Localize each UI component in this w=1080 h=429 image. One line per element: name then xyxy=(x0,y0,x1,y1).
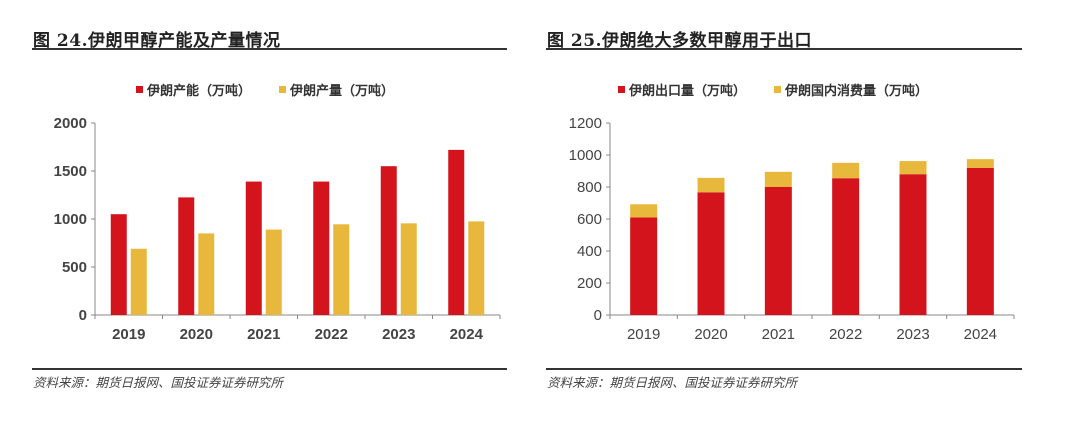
legend-swatch-red xyxy=(136,86,143,93)
x-tick-label: 2024 xyxy=(450,326,484,343)
x-tick-label: 2019 xyxy=(112,326,145,343)
y-tick-label: 1000 xyxy=(54,211,87,228)
legend-label: 伊朗产能（万吨） xyxy=(147,84,252,99)
x-tick-label: 2024 xyxy=(964,326,997,343)
bar-domestic xyxy=(630,204,658,218)
bar-capacity xyxy=(448,149,465,315)
x-tick-label: 2023 xyxy=(896,326,929,343)
x-tick-label: 2021 xyxy=(762,326,795,343)
y-tick-label: 200 xyxy=(577,275,602,292)
legend-label: 伊朗国内消费量（万吨） xyxy=(785,84,929,99)
y-tick-label: 0 xyxy=(79,307,87,324)
figure-24-legend: 伊朗产能（万吨） 伊朗产量（万吨） xyxy=(136,80,394,99)
source-note: 资料来源：期货日报网、国投证券证券研究所 xyxy=(33,375,284,390)
source-note: 资料来源：期货日报网、国投证券证券研究所 xyxy=(547,375,798,390)
y-tick-label: 1000 xyxy=(569,147,602,164)
bar-capacity xyxy=(245,181,262,315)
bar-production xyxy=(130,248,147,315)
legend-item-capacity: 伊朗产能（万吨） xyxy=(136,80,251,99)
legend-item-domestic: 伊朗国内消费量（万吨） xyxy=(774,80,928,99)
figure-25-title: 图 25.伊朗绝大多数甲醇用于出口 xyxy=(547,31,812,51)
bar-capacity xyxy=(313,181,330,315)
y-tick-label: 800 xyxy=(577,179,602,196)
bar-domestic xyxy=(764,171,792,187)
bar-capacity xyxy=(178,197,195,315)
y-tick-label: 400 xyxy=(577,243,602,260)
bar-export xyxy=(764,187,792,315)
figure-24-chart: 0 500 1000 1500 2000 2019 2020 2021 2022 2023 2024 xyxy=(54,115,501,343)
legend-label: 伊朗产量（万吨） xyxy=(290,84,395,99)
bar-production xyxy=(198,233,215,315)
x-tick-label: 2022 xyxy=(315,326,348,343)
figure-24-panel: 图 24.伊朗甲醇产能及产量情况 伊朗产能（万吨） 伊朗产量（万吨） 0 500 1… xyxy=(32,31,507,390)
bar-export xyxy=(832,178,860,315)
y-tick-label: 2000 xyxy=(54,115,87,132)
y-tick-label: 1500 xyxy=(54,163,87,180)
bar-capacity xyxy=(380,166,397,315)
figure-25-legend: 伊朗出口量（万吨） 伊朗国内消费量（万吨） xyxy=(618,80,928,99)
bar-export xyxy=(697,192,725,315)
figure-25-chart: 0 200 400 600 800 1000 1200 2019 2020 2021 2022 202… xyxy=(569,115,1015,343)
legend-item-production: 伊朗产量（万吨） xyxy=(279,80,394,99)
bar-export xyxy=(899,174,927,315)
bar-production xyxy=(265,229,282,315)
bar-domestic xyxy=(899,161,927,175)
legend-item-export: 伊朗出口量（万吨） xyxy=(618,80,746,99)
bar-domestic xyxy=(697,177,725,193)
bar-production xyxy=(468,221,485,315)
y-tick-label: 1200 xyxy=(569,115,602,132)
x-tick-label: 2021 xyxy=(247,326,280,343)
source-rule xyxy=(546,368,1022,370)
figure-24-title: 图 24.伊朗甲醇产能及产量情况 xyxy=(33,31,281,51)
bar-export xyxy=(630,217,658,315)
legend-label: 伊朗出口量（万吨） xyxy=(629,84,747,99)
x-tick-label: 2022 xyxy=(829,326,862,343)
legend-swatch-gold xyxy=(279,86,287,93)
legend-swatch-gold xyxy=(774,86,782,93)
x-tick-label: 2020 xyxy=(180,326,213,343)
y-tick-label: 600 xyxy=(577,211,602,228)
title-rule xyxy=(32,48,507,50)
x-tick-label: 2019 xyxy=(627,326,660,343)
bar-production xyxy=(333,224,350,315)
bar-domestic xyxy=(832,162,860,179)
bar-export xyxy=(966,167,994,315)
y-tick-label: 500 xyxy=(62,259,87,276)
bar-production xyxy=(400,223,417,315)
title-rule xyxy=(546,48,1022,50)
bar-capacity xyxy=(110,214,127,315)
legend-swatch-red xyxy=(618,86,625,93)
x-tick-label: 2023 xyxy=(382,326,415,343)
x-tick-label: 2020 xyxy=(694,326,727,343)
figure-25-panel: 图 25.伊朗绝大多数甲醇用于出口 伊朗出口量（万吨） 伊朗国内消费量（万吨） … xyxy=(540,0,1080,429)
y-tick-label: 0 xyxy=(594,307,602,324)
bar-domestic xyxy=(966,159,994,168)
source-rule xyxy=(32,368,507,370)
